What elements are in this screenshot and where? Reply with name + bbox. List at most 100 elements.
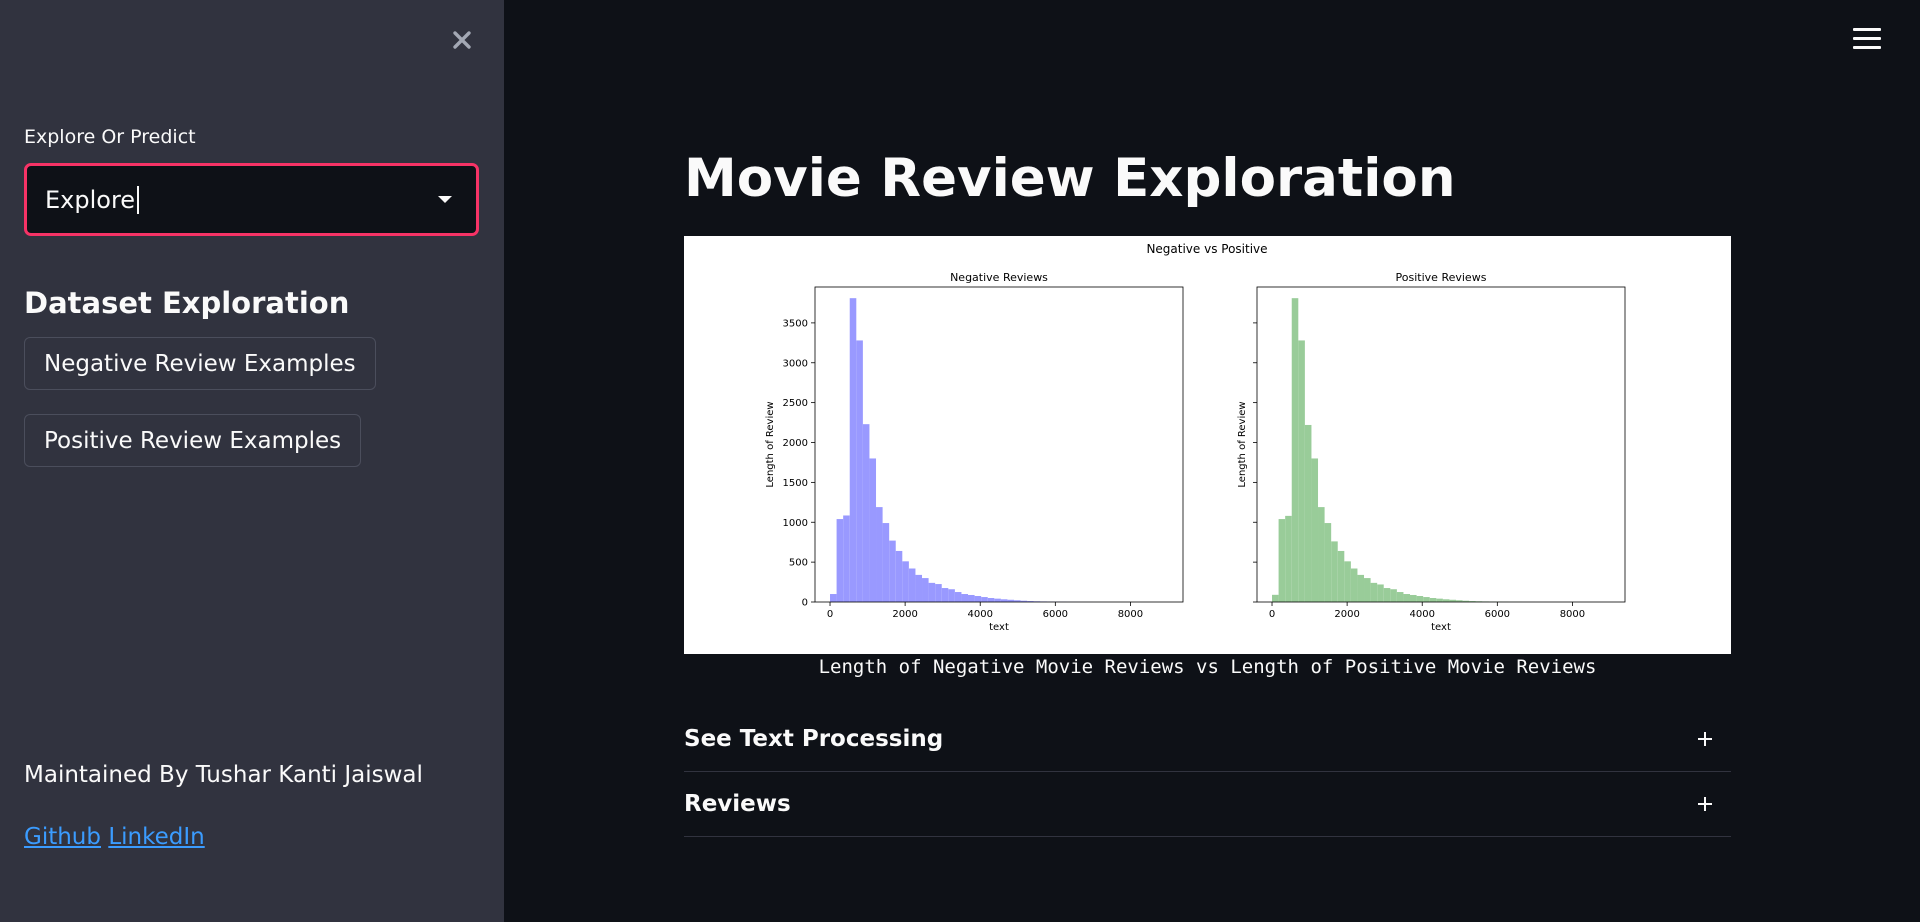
- expander-label: See Text Processing: [684, 726, 944, 752]
- histogram-bar: [928, 582, 936, 602]
- x-axis-label: text: [1431, 622, 1451, 633]
- histogram-bar: [869, 458, 877, 602]
- select-label: Explore Or Predict: [24, 126, 196, 148]
- histogram-bar: [1272, 594, 1279, 602]
- x-tick-label: 0: [827, 609, 833, 620]
- y-tick-label: 500: [789, 558, 808, 569]
- positive-review-examples-button[interactable]: Positive Review Examples: [24, 414, 362, 467]
- histogram-bar: [1318, 507, 1325, 602]
- histogram-bar: [1456, 600, 1463, 602]
- github-link[interactable]: Github: [24, 824, 101, 850]
- x-tick-label: 4000: [1409, 609, 1434, 620]
- negative-review-examples-button[interactable]: Negative Review Examples: [24, 337, 376, 390]
- y-axis-label: Length of Review: [1237, 401, 1248, 487]
- figure-caption: Length of Negative Movie Reviews vs Leng…: [818, 656, 1597, 678]
- histogram-bar: [836, 519, 844, 602]
- text-cursor: [137, 185, 140, 214]
- histogram-bar: [1014, 600, 1021, 602]
- histogram-bar: [961, 594, 969, 602]
- histogram-bar: [1462, 600, 1470, 602]
- reviews-expander[interactable]: Reviews: [684, 772, 1731, 837]
- histogram-bar: [1396, 592, 1404, 602]
- histogram-chart: Negative vs Positive Negative Reviews 0 200…: [765, 242, 1626, 633]
- axes-frame: [814, 286, 1184, 603]
- y-axis-label: Length of Review: [765, 401, 776, 487]
- histogram-bar: [1403, 594, 1411, 602]
- x-tick-label: 2000: [1334, 609, 1359, 620]
- histogram-bar: [902, 561, 909, 602]
- histogram-bar: [1410, 594, 1417, 602]
- select-value: Explore: [45, 185, 136, 214]
- histogram-bar: [1377, 584, 1384, 602]
- sidebar: Explore Or Predict Explore Dataset Explo…: [0, 0, 504, 922]
- histogram-bar: [856, 340, 863, 602]
- expander-label: Reviews: [684, 791, 791, 817]
- histogram-bar: [1423, 597, 1430, 602]
- histogram-bar: [1298, 340, 1305, 602]
- histogram-bar: [1331, 541, 1338, 602]
- histogram-bar: [922, 578, 929, 602]
- y-tick-label: 3500: [783, 318, 808, 329]
- close-icon: [453, 31, 471, 49]
- subplot-title: Positive Reviews: [1396, 271, 1487, 284]
- y-tick-label: 0: [802, 598, 808, 609]
- axes-frame: [1256, 286, 1626, 603]
- plus-icon: [1693, 727, 1717, 751]
- histogram-bar: [1000, 599, 1008, 602]
- histogram-bar: [1344, 561, 1351, 602]
- histogram-bar: [1337, 550, 1345, 602]
- histogram-bar: [895, 550, 903, 602]
- histogram-bar: [1357, 574, 1365, 602]
- close-sidebar-button[interactable]: [444, 22, 480, 58]
- histogram-figure: Negative vs Positive Negative Reviews 0 200…: [684, 236, 1731, 654]
- chevron-down-icon: [438, 196, 452, 203]
- x-tick-label: 0: [1269, 609, 1275, 620]
- histogram-bar: [935, 584, 942, 602]
- histogram-bar: [1311, 458, 1319, 602]
- histogram-bar: [1278, 519, 1286, 602]
- histogram-bar: [1304, 424, 1312, 602]
- linkedin-link[interactable]: LinkedIn: [108, 824, 205, 850]
- social-links: Github LinkedIn: [24, 824, 205, 850]
- histogram-bar: [862, 424, 870, 602]
- x-tick-label: 4000: [967, 609, 992, 620]
- histogram-bar: [1364, 578, 1371, 602]
- histogram-bar: [849, 298, 857, 602]
- histogram-bar: [915, 574, 923, 602]
- histogram-bar: [1027, 601, 1034, 602]
- dataset-exploration-heading: Dataset Exploration: [24, 286, 350, 320]
- histogram-bar: [994, 598, 1001, 602]
- histogram-bar: [1285, 515, 1292, 602]
- histogram-bar: [1449, 599, 1457, 602]
- see-text-processing-expander[interactable]: See Text Processing: [684, 707, 1731, 772]
- y-tick-label: 3000: [783, 358, 808, 369]
- y-tick-label: 1500: [783, 478, 808, 489]
- subplot-title: Negative Reviews: [950, 271, 1048, 284]
- histogram-bar: [1416, 596, 1424, 602]
- histogram-bar: [1324, 523, 1332, 602]
- histogram-bar: [981, 597, 988, 602]
- maintainer-text: Maintained By Tushar Kanti Jaiswal: [24, 762, 423, 788]
- histogram-bar: [1436, 598, 1443, 602]
- histogram-bar: [843, 515, 850, 602]
- histogram-bar: [948, 589, 955, 602]
- histogram-bar: [1390, 589, 1397, 602]
- histogram-bar: [954, 592, 962, 602]
- hamburger-menu-icon[interactable]: [1853, 28, 1881, 52]
- histogram-bar: [987, 598, 995, 602]
- histogram-bar: [876, 507, 883, 602]
- x-tick-label: 8000: [1118, 609, 1143, 620]
- x-tick-label: 6000: [1485, 609, 1510, 620]
- y-tick-label: 1000: [783, 518, 808, 529]
- x-axis-label: text: [989, 622, 1009, 633]
- histogram-bar: [1020, 600, 1028, 602]
- histogram-bar: [1429, 598, 1437, 602]
- histogram-bar: [1007, 599, 1015, 602]
- x-tick-label: 2000: [892, 609, 917, 620]
- histogram-bar: [1383, 588, 1391, 602]
- histogram-bar: [1350, 568, 1358, 602]
- y-tick-label: 2500: [783, 398, 808, 409]
- histogram-bar: [974, 596, 982, 602]
- explore-predict-select[interactable]: Explore: [24, 163, 479, 236]
- chart-title: Negative vs Positive: [1146, 242, 1267, 256]
